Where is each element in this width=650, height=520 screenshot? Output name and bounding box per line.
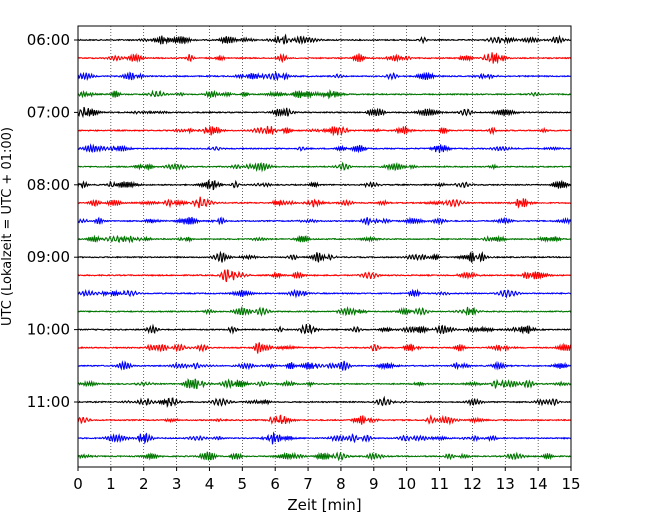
x-tick-label-0: 0 [73, 475, 83, 493]
trace-06:45 [77, 88, 572, 100]
trace-09:45 [77, 305, 572, 317]
x-tick-label-8: 8 [336, 475, 346, 493]
trace-06:15 [77, 52, 572, 65]
trace-10:15 [77, 342, 572, 354]
x-tick-label-14: 14 [529, 475, 548, 493]
trace-11:45 [77, 451, 572, 462]
trace-06:00 [77, 33, 572, 45]
x-tick-label-4: 4 [205, 475, 215, 493]
trace-11:15 [77, 414, 572, 426]
y-axis-ticks: 06:00 07:00 08:00 09:00 10:00 11:00 [27, 31, 78, 411]
x-tick-label-11: 11 [430, 475, 449, 493]
trace-10:45 [77, 378, 572, 390]
trace-06:30 [77, 70, 572, 82]
x-tick-label-15: 15 [561, 475, 580, 493]
plot-frame [77, 25, 572, 468]
x-tick-label-3: 3 [172, 475, 182, 493]
x-tick-label-1: 1 [106, 475, 116, 493]
trace-08:15 [77, 196, 572, 209]
x-tick-label-5: 5 [238, 475, 248, 493]
y-tick-label-1: 07:00 [27, 103, 70, 121]
trace-07:45 [77, 161, 572, 173]
trace-11:00 [77, 395, 572, 408]
x-axis-label: Zeit [min] [287, 496, 361, 514]
trace-08:00 [77, 179, 572, 191]
trace-09:15 [77, 269, 572, 283]
trace-07:00 [77, 106, 572, 119]
y-tick-label-2: 08:00 [27, 176, 70, 194]
trace-10:30 [77, 360, 572, 372]
seismogram-traces [77, 33, 572, 462]
trace-09:30 [77, 288, 572, 299]
y-axis-label: UTC (Lokalzeit = UTC + 01:00) [0, 127, 15, 326]
trace-08:45 [77, 234, 572, 244]
x-tick-label-13: 13 [496, 475, 515, 493]
trace-10:00 [77, 323, 572, 335]
x-tick-label-9: 9 [369, 475, 379, 493]
y-tick-label-0: 06:00 [27, 31, 70, 49]
x-tick-label-2: 2 [139, 475, 149, 493]
x-tick-label-7: 7 [303, 475, 313, 493]
x-axis-ticks: 0 1 2 3 4 5 6 7 8 9 10 11 12 13 14 15 [73, 467, 581, 493]
trace-09:00 [77, 250, 572, 263]
x-tick-label-12: 12 [463, 475, 482, 493]
x-tick-label-10: 10 [397, 475, 416, 493]
trace-08:30 [77, 216, 572, 227]
trace-11:30 [77, 431, 572, 445]
y-tick-label-5: 11:00 [27, 393, 70, 411]
y-tick-label-3: 09:00 [27, 248, 70, 266]
x-tick-label-6: 6 [270, 475, 280, 493]
trace-07:15 [78, 125, 572, 137]
trace-07:30 [77, 143, 572, 154]
y-tick-label-4: 10:00 [27, 321, 70, 339]
